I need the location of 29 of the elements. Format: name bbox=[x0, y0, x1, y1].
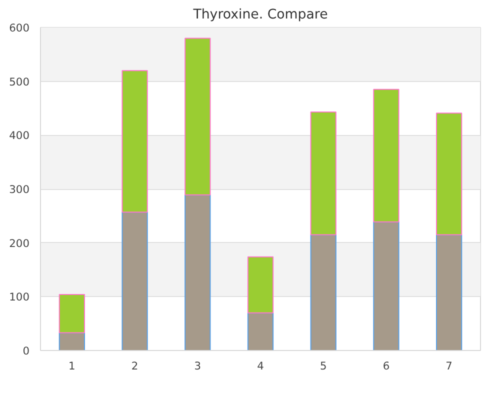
bar bbox=[247, 256, 274, 314]
bar bbox=[122, 212, 148, 350]
x-tick-label: 1 bbox=[68, 360, 76, 372]
bar bbox=[373, 88, 400, 222]
y-tick-label: 600 bbox=[9, 22, 30, 34]
bar bbox=[247, 312, 274, 350]
bar bbox=[184, 38, 211, 196]
bar bbox=[58, 332, 85, 350]
x-tick-label: 3 bbox=[194, 360, 202, 372]
bar bbox=[310, 234, 336, 350]
chart-title: Thyroxine. Compare bbox=[192, 8, 328, 22]
x-tick-label: 2 bbox=[131, 360, 138, 372]
y-tick-label: 0 bbox=[22, 344, 30, 358]
y-tick-label: 100 bbox=[9, 290, 30, 304]
bar bbox=[436, 112, 462, 236]
y-tick-label: 400 bbox=[9, 129, 30, 142]
y-tick-label: 500 bbox=[9, 75, 30, 88]
bar bbox=[310, 112, 336, 236]
y-tick-label: 200 bbox=[9, 236, 30, 250]
x-tick-label: 6 bbox=[382, 360, 390, 372]
bar bbox=[373, 221, 400, 350]
x-tick-label: 5 bbox=[320, 360, 327, 372]
y-tick-label: 300 bbox=[9, 183, 30, 196]
x-tick-label: 7 bbox=[446, 360, 452, 372]
bar bbox=[58, 294, 85, 334]
bar bbox=[122, 70, 148, 213]
bar bbox=[184, 194, 211, 350]
x-tick-label: 4 bbox=[257, 360, 264, 372]
bar bbox=[436, 234, 462, 350]
